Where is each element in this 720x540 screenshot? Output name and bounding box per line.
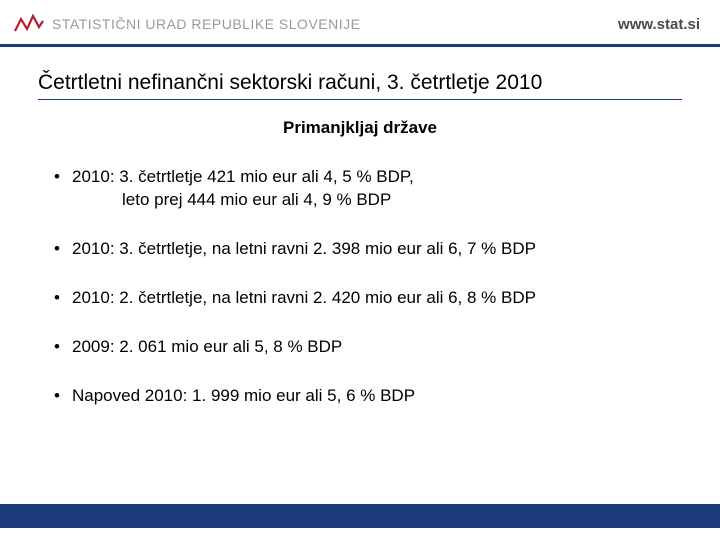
bullet-text: 2010: 3. četrtletje, na letni ravni 2. 3… — [72, 239, 536, 258]
site-url: www.stat.si — [618, 16, 700, 33]
bullet-list: 2010: 3. četrtletje 421 mio eur ali 4, 5… — [38, 166, 682, 408]
header: STATISTIČNI URAD REPUBLIKE SLOVENIJE www… — [0, 0, 720, 44]
bullet-text-line2: leto prej 444 mio eur ali 4, 9 % BDP — [72, 189, 682, 212]
bullet-text: 2009: 2. 061 mio eur ali 5, 8 % BDP — [72, 337, 342, 356]
header-left: STATISTIČNI URAD REPUBLIKE SLOVENIJE — [14, 13, 360, 35]
page-subtitle: Primanjkljaj države — [38, 118, 682, 138]
list-item: 2010: 3. četrtletje 421 mio eur ali 4, 5… — [54, 166, 682, 212]
bullet-text: Napoved 2010: 1. 999 mio eur ali 5, 6 % … — [72, 386, 415, 405]
list-item: Napoved 2010: 1. 999 mio eur ali 5, 6 % … — [54, 385, 682, 408]
list-item: 2010: 3. četrtletje, na letni ravni 2. 3… — [54, 238, 682, 261]
list-item: 2010: 2. četrtletje, na letni ravni 2. 4… — [54, 287, 682, 310]
org-name: STATISTIČNI URAD REPUBLIKE SLOVENIJE — [52, 16, 360, 32]
footer-bar — [0, 504, 720, 528]
page-title: Četrtletni nefinančni sektorski računi, … — [38, 71, 682, 100]
list-item: 2009: 2. 061 mio eur ali 5, 8 % BDP — [54, 336, 682, 359]
logo-icon — [14, 13, 44, 35]
content-area: Četrtletni nefinančni sektorski računi, … — [0, 47, 720, 408]
bullet-text: 2010: 2. četrtletje, na letni ravni 2. 4… — [72, 288, 536, 307]
bullet-text: 2010: 3. četrtletje 421 mio eur ali 4, 5… — [72, 167, 414, 186]
